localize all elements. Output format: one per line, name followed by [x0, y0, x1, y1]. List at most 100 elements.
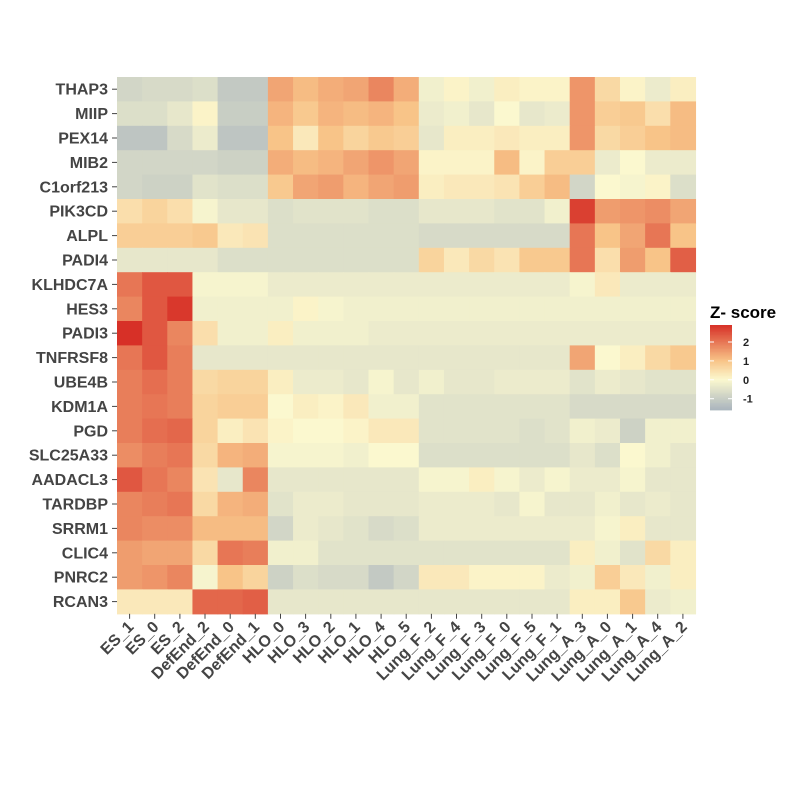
- heatmap-cell: [318, 296, 344, 322]
- heatmap-cell: [594, 345, 621, 371]
- heatmap-cell: [594, 199, 621, 224]
- heatmap-cell: [393, 296, 420, 322]
- heatmap-cell: [469, 296, 495, 322]
- heatmap-cell: [594, 394, 621, 420]
- heatmap-cell: [443, 125, 470, 151]
- heatmap-cell: [620, 540, 646, 566]
- heatmap-cell: [620, 150, 646, 176]
- heatmap-cell: [469, 150, 495, 176]
- heatmap-cell: [192, 247, 219, 273]
- heatmap-cell: [594, 101, 621, 127]
- heatmap-cell: [494, 443, 520, 468]
- legend-gradient-step: [710, 408, 732, 411]
- heatmap-cell: [217, 345, 244, 371]
- heatmap-cell: [443, 345, 470, 371]
- legend-tick-label: 1: [743, 356, 749, 368]
- heatmap-cell: [117, 272, 143, 298]
- heatmap-cell: [267, 150, 294, 176]
- heatmap-cell: [343, 223, 370, 249]
- heatmap-cell: [443, 296, 470, 322]
- heatmap-cell: [443, 369, 470, 395]
- heatmap-cell: [494, 565, 520, 590]
- heatmap-cell: [620, 589, 646, 615]
- heatmap-cell: [117, 125, 143, 151]
- heatmap-cell: [645, 589, 671, 615]
- heatmap-cell: [117, 589, 143, 615]
- heatmap-cell: [192, 443, 219, 468]
- heatmap-cell: [645, 443, 671, 468]
- heatmap-cell: [167, 77, 194, 102]
- legend-gradient-step: [710, 400, 732, 402]
- heatmap-cell: [293, 101, 319, 127]
- legend-gradient-step: [710, 340, 732, 343]
- heatmap-cell: [469, 321, 495, 346]
- heatmap-cell: [393, 418, 420, 444]
- heatmap-cell: [469, 516, 495, 542]
- heatmap-cell: [494, 345, 520, 371]
- heatmap-cell: [293, 345, 319, 371]
- row-labels: THAP3 MIIP PEX14 MIB2 C1orf213 PIK3CD ALPL PADI…: [29, 82, 117, 611]
- heatmap-cell: [343, 174, 370, 200]
- heatmap-cell: [368, 540, 395, 566]
- heatmap-cell: [519, 125, 546, 151]
- heatmap-cell: [620, 101, 646, 127]
- heatmap-cell: [343, 199, 370, 224]
- heatmap-cell: [242, 77, 269, 102]
- heatmap-cell: [368, 418, 395, 444]
- heatmap-cell: [544, 443, 571, 468]
- row-label: PGD: [73, 423, 108, 440]
- row-label: AADACL3: [32, 472, 109, 489]
- heatmap-cell: [192, 272, 219, 298]
- heatmap-cell: [217, 589, 244, 615]
- heatmap-cell: [368, 101, 395, 127]
- heatmap-cell: [569, 467, 596, 493]
- heatmap-cell: [620, 467, 646, 493]
- heatmap-cell: [117, 540, 143, 566]
- heatmap-cell: [242, 491, 269, 517]
- heatmap-cell: [167, 394, 194, 420]
- heatmap-cell: [318, 174, 344, 200]
- legend-gradient-step: [710, 326, 732, 329]
- heatmap-cell: [242, 272, 269, 298]
- heatmap-cell: [267, 418, 294, 444]
- heatmap-cell: [393, 369, 420, 395]
- heatmap-cell: [242, 565, 269, 590]
- heatmap-cell: [418, 467, 445, 493]
- heatmap-cell: [192, 540, 219, 566]
- heatmap-cell: [393, 77, 420, 102]
- heatmap-cell: [544, 369, 571, 395]
- heatmap-cell: [443, 247, 470, 273]
- row-label: UBE4B: [54, 375, 108, 392]
- heatmap-cell: [594, 443, 621, 468]
- heatmap-cell: [569, 589, 596, 615]
- heatmap-cell: [167, 321, 194, 346]
- heatmap-cell: [192, 418, 219, 444]
- heatmap-cell: [519, 418, 546, 444]
- legend-gradient-step: [710, 366, 732, 368]
- heatmap-cell: [393, 589, 420, 615]
- row-label: KLHDC7A: [32, 277, 109, 294]
- heatmap-cell: [293, 150, 319, 176]
- heatmap-cell: [418, 394, 445, 420]
- heatmap-cell: [594, 77, 621, 102]
- heatmap-cell: [318, 540, 344, 566]
- heatmap-cell: [267, 467, 294, 493]
- heatmap-cell: [217, 296, 244, 322]
- heatmap-cell: [368, 345, 395, 371]
- heatmap-cell: [117, 565, 143, 590]
- heatmap-cell: [544, 516, 571, 542]
- heatmap-cell: [670, 589, 697, 615]
- heatmap-cell: [620, 394, 646, 420]
- heatmap-cell: [293, 540, 319, 566]
- heatmap-cell: [469, 369, 495, 395]
- heatmap-cell: [670, 223, 697, 249]
- heatmap-cell: [217, 418, 244, 444]
- legend-gradient-step: [710, 394, 732, 397]
- heatmap-cell: [267, 296, 294, 322]
- heatmap-cell: [267, 516, 294, 542]
- heatmap-cell: [670, 77, 697, 102]
- heatmap-cell: [469, 418, 495, 444]
- heatmap-cell: [393, 247, 420, 273]
- heatmap-cell: [519, 467, 546, 493]
